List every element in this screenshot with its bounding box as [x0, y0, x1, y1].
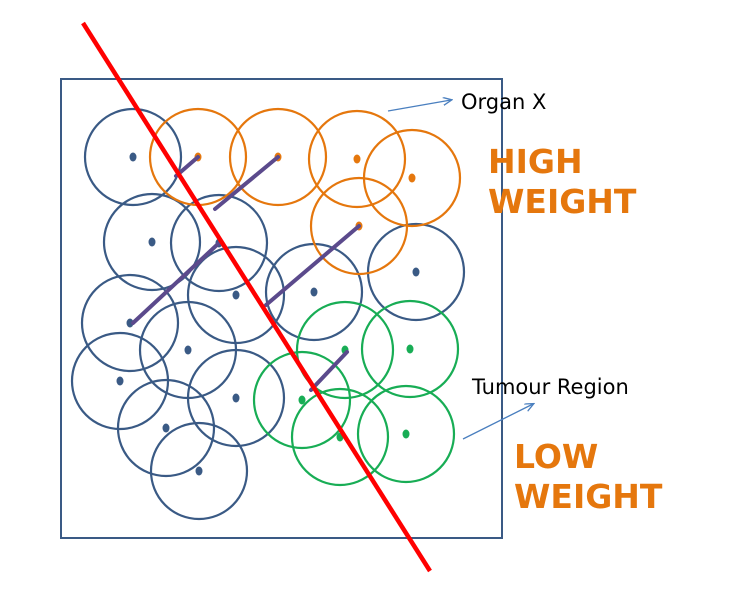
normal-tissue-circle-center	[232, 290, 240, 300]
tumour-circle	[290, 387, 390, 487]
tumour-arrow	[462, 404, 533, 440]
circles-layer	[70, 107, 466, 521]
organ-frame	[60, 78, 503, 539]
high-weight-line2: WEIGHT	[488, 182, 637, 221]
normal-tissue-circle-center	[184, 345, 192, 355]
normal-tissue-circle-center	[126, 318, 134, 328]
normal-tissue-circle	[366, 222, 466, 322]
low-weight-line1: LOW	[514, 437, 598, 476]
high-weight-circle	[228, 107, 328, 207]
normal-tissue-circle-center	[148, 237, 156, 247]
normal-tissue-circle	[83, 107, 183, 207]
normal-tissue-circle-center	[412, 267, 420, 277]
high-weight-circle-center	[353, 154, 361, 164]
normal-tissue-circle	[149, 421, 249, 521]
normal-tissue-circle-center	[195, 466, 203, 476]
neighbor-link	[131, 241, 221, 325]
links-layer	[131, 155, 361, 392]
tumour-circle	[295, 300, 395, 400]
normal-tissue-circle	[186, 348, 286, 448]
normal-tissue-circle	[80, 273, 180, 373]
normal-tissue-circle-center	[232, 393, 240, 403]
divider-line	[81, 21, 432, 573]
high-weight-line1: HIGH	[488, 142, 583, 181]
high-weight-circle	[309, 176, 409, 276]
neighbor-link	[264, 224, 361, 307]
normal-tissue-circle-center	[162, 423, 170, 433]
normal-tissue-circle-center	[129, 152, 137, 162]
high-weight-circle-center	[408, 173, 416, 183]
normal-tissue-circle	[116, 378, 216, 478]
low-weight-line2: WEIGHT	[514, 477, 663, 516]
high-weight-circle	[307, 109, 407, 209]
tumour-circle-center	[402, 429, 410, 439]
normal-tissue-circle	[169, 193, 269, 293]
tumour-circle	[356, 384, 456, 484]
tumour-circle	[252, 350, 352, 450]
tumour-circle-center	[406, 344, 414, 354]
normal-tissue-circle-center	[116, 376, 124, 386]
neighbor-link	[309, 350, 349, 392]
organ-label: Organ X	[461, 90, 546, 114]
organ-arrow	[387, 100, 451, 112]
tumour-circle	[360, 299, 460, 399]
tumour-label: Tumour Region	[471, 375, 629, 399]
normal-tissue-circle-center	[310, 287, 318, 297]
neighbor-link	[213, 155, 280, 211]
normal-tissue-circle	[102, 192, 202, 292]
tumour-circle-center	[298, 395, 306, 405]
